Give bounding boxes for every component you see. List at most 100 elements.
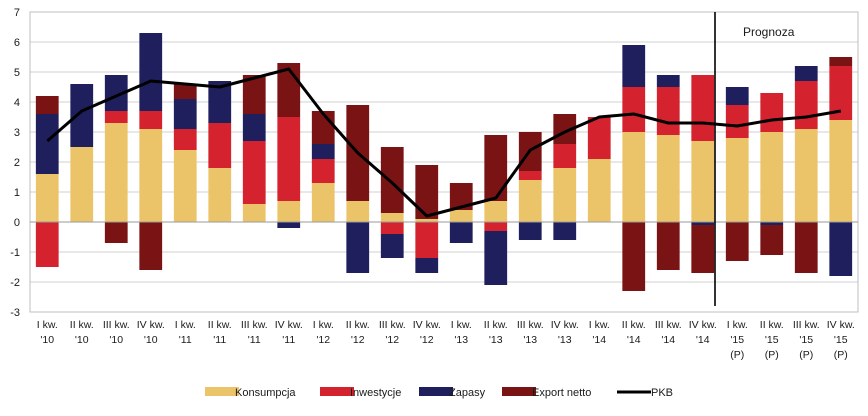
legend-swatch xyxy=(419,387,453,396)
bar-zapasy xyxy=(104,75,128,111)
y-tick-label: 2 xyxy=(14,157,20,169)
bar-zapasy xyxy=(656,75,680,87)
bar-zapasy xyxy=(518,222,542,240)
x-tick-label: I kw. '12 xyxy=(313,319,334,346)
bar-konsumpcja xyxy=(346,201,370,222)
x-tick-label: IV kw. '12 xyxy=(413,319,441,346)
legend-label: Zapasy xyxy=(449,387,486,399)
bar-inwestycje xyxy=(277,117,301,201)
bar-zapasy xyxy=(415,258,439,273)
x-tick-label: I kw. '11 xyxy=(175,319,196,346)
bar-konsumpcja xyxy=(484,201,508,222)
bar-export-netto xyxy=(622,222,646,291)
bar-konsumpcja xyxy=(277,201,301,222)
bar-inwestycje xyxy=(760,93,784,132)
bar-zapasy xyxy=(277,222,301,228)
bar-konsumpcja xyxy=(139,129,163,222)
legend-label: Konsumpcja xyxy=(235,387,296,399)
x-tick-label: III kw. '12 xyxy=(379,319,406,346)
y-tick-label: -3 xyxy=(10,307,20,319)
plot-frame xyxy=(29,11,859,313)
bar-konsumpcja xyxy=(553,168,577,222)
bar-export-netto xyxy=(725,222,749,261)
legend: Konsumpcja Inwestycje Zapasy Export netto PK… xyxy=(205,387,673,399)
y-tick-label: -1 xyxy=(10,247,20,259)
bar-zapasy xyxy=(208,81,232,123)
bar-inwestycje xyxy=(415,222,439,258)
bar-konsumpcja xyxy=(173,150,197,222)
x-tick-label: I kw. '13 xyxy=(451,319,472,346)
forecast-layer: Prognoza xyxy=(714,12,795,306)
bar-export-netto xyxy=(35,96,59,114)
bar-export-netto xyxy=(656,222,680,270)
y-tick-label: 7 xyxy=(14,7,20,19)
bar-inwestycje xyxy=(587,117,611,159)
legend-swatch xyxy=(320,387,354,396)
bar-export-netto xyxy=(449,183,473,210)
x-tick-label: II kw. '10 xyxy=(70,319,94,346)
bar-zapasy xyxy=(139,33,163,111)
x-tick-label: IV kw. '11 xyxy=(275,319,303,346)
y-tick-label: 3 xyxy=(14,127,20,139)
bar-export-netto xyxy=(794,222,818,273)
x-tick-label: III kw. '10 xyxy=(103,319,130,346)
x-tick-label: II kw. '12 xyxy=(346,319,370,346)
y-tick-label: 4 xyxy=(14,97,20,109)
bar-inwestycje xyxy=(380,222,404,234)
bar-inwestycje xyxy=(725,105,749,138)
bar-konsumpcja xyxy=(656,135,680,222)
grid-layer xyxy=(29,11,859,313)
bar-zapasy xyxy=(484,231,508,285)
x-tick-label: II kw. '11 xyxy=(208,319,232,346)
x-tick-label: I kw. '14 xyxy=(589,319,610,346)
bar-konsumpcja xyxy=(70,147,94,222)
bar-zapasy xyxy=(794,66,818,81)
bar-inwestycje xyxy=(173,129,197,150)
bar-export-netto xyxy=(242,75,266,114)
bar-zapasy xyxy=(691,222,715,225)
bar-zapasy xyxy=(242,114,266,141)
bar-konsumpcja xyxy=(622,132,646,222)
series-line-pkb xyxy=(46,67,842,218)
legend-label: Inwestycje xyxy=(350,387,401,399)
bar-export-netto xyxy=(104,222,128,243)
bar-inwestycje xyxy=(139,111,163,129)
bar-inwestycje xyxy=(311,159,335,183)
bar-zapasy xyxy=(173,99,197,129)
x-tick-label: II kw. '13 xyxy=(484,319,508,346)
x-tick-label: III kw. '13 xyxy=(517,319,544,346)
bar-zapasy xyxy=(35,114,59,174)
bar-konsumpcja xyxy=(104,123,128,222)
x-tick-label: I kw. '15 (P) xyxy=(727,319,748,361)
y-tick-label: -2 xyxy=(10,277,20,289)
y-tick-label: 5 xyxy=(14,67,20,79)
y-tick-label: 0 xyxy=(14,217,20,229)
bar-konsumpcja xyxy=(725,138,749,222)
bar-konsumpcja xyxy=(449,210,473,222)
bar-inwestycje xyxy=(242,141,266,204)
x-tick-label: I kw. '10 xyxy=(37,319,58,346)
bar-export-netto xyxy=(484,135,508,201)
bar-zapasy xyxy=(622,45,646,87)
legend-label: Export netto xyxy=(532,387,591,399)
bar-konsumpcja xyxy=(691,141,715,222)
bar-inwestycje xyxy=(656,87,680,135)
bar-zapasy xyxy=(380,234,404,258)
bar-inwestycje xyxy=(553,144,577,168)
bar-inwestycje xyxy=(208,123,232,168)
x-tick-label: IV kw. '13 xyxy=(551,319,579,346)
bar-export-netto xyxy=(829,57,853,66)
bar-zapasy xyxy=(449,222,473,243)
bar-zapasy xyxy=(760,222,784,225)
bar-inwestycje xyxy=(794,81,818,129)
bar-export-netto xyxy=(380,147,404,213)
bar-konsumpcja xyxy=(794,129,818,222)
bar-inwestycje xyxy=(622,87,646,132)
bar-konsumpcja xyxy=(415,219,439,222)
bar-export-netto xyxy=(691,225,715,273)
bar-konsumpcja xyxy=(208,168,232,222)
x-tick-label: II kw. '14 xyxy=(622,319,646,346)
legend-swatch xyxy=(205,387,239,396)
bar-konsumpcja xyxy=(518,180,542,222)
